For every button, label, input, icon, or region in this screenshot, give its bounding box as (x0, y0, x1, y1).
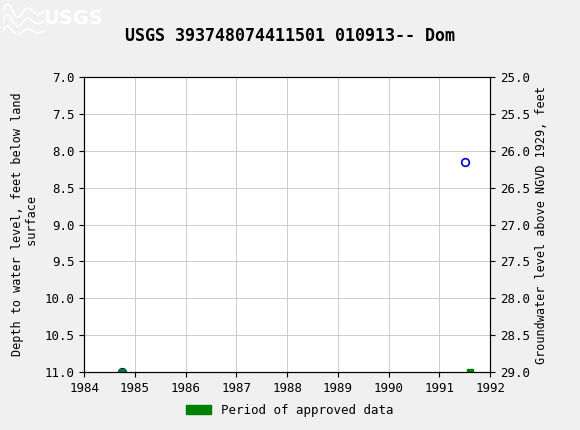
Text: USGS: USGS (44, 9, 103, 28)
Y-axis label: Groundwater level above NGVD 1929, feet: Groundwater level above NGVD 1929, feet (535, 86, 548, 364)
Legend: Period of approved data: Period of approved data (181, 399, 399, 421)
Text: USGS 393748074411501 010913-- Dom: USGS 393748074411501 010913-- Dom (125, 27, 455, 45)
Y-axis label: Depth to water level, feet below land
 surface: Depth to water level, feet below land su… (11, 93, 39, 356)
